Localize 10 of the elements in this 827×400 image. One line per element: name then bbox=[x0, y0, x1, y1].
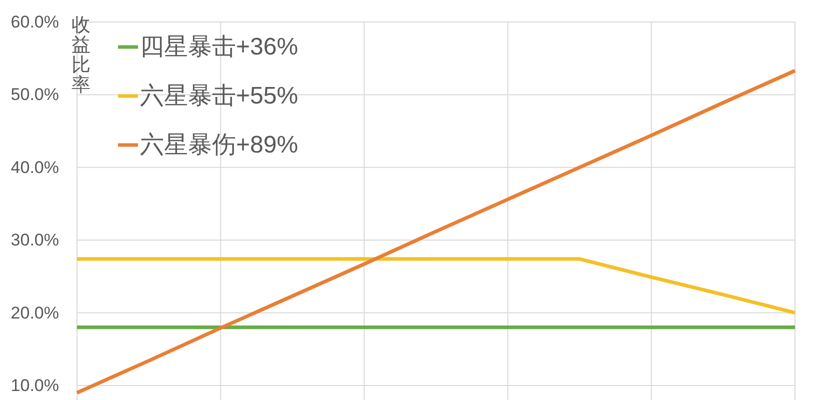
y-tick-label: 20.0% bbox=[10, 303, 59, 322]
legend-label: 四星暴击+36% bbox=[140, 34, 298, 60]
y-tick-label: 60.0% bbox=[10, 12, 59, 32]
legend-label: 六星暴伤+89% bbox=[140, 132, 298, 158]
y-tick-label: 30.0% bbox=[10, 230, 59, 250]
ylabel: 收益比率 bbox=[72, 15, 90, 96]
legend-label: 六星暴击+55% bbox=[140, 82, 298, 110]
y-tick-label: 40.0% bbox=[10, 158, 59, 177]
y-tick-label: 50.0% bbox=[10, 85, 59, 104]
y-tick-label: 10.0% bbox=[10, 376, 59, 395]
